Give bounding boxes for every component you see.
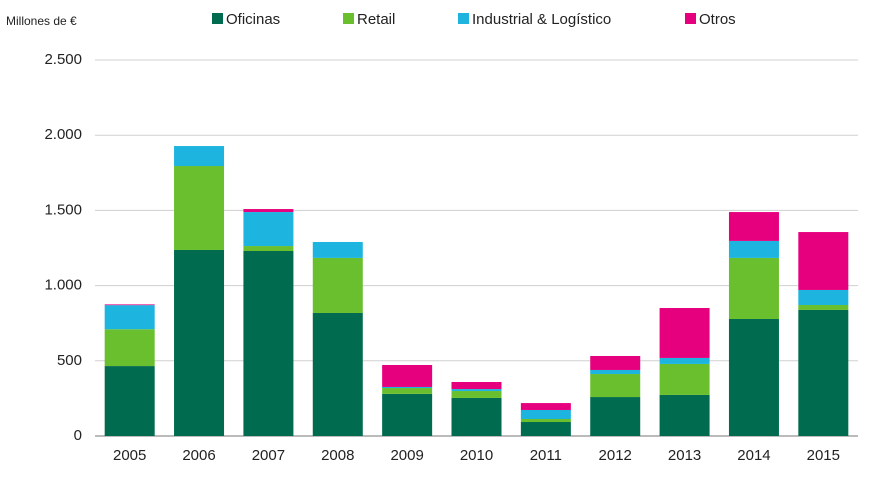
bar-segment bbox=[728, 240, 779, 258]
x-tick-label: 2009 bbox=[390, 447, 423, 464]
x-tick-label: 2012 bbox=[599, 447, 632, 464]
x-tick-label: 2007 bbox=[252, 447, 285, 464]
bar-segment bbox=[659, 394, 710, 436]
y-tick-label: 0 bbox=[74, 427, 82, 444]
legend-swatch bbox=[212, 13, 223, 24]
bar-segment bbox=[798, 232, 849, 290]
bar-segment bbox=[590, 374, 641, 398]
bar-segment bbox=[451, 391, 502, 398]
legend-swatch bbox=[685, 13, 696, 24]
bar-segment bbox=[520, 409, 571, 420]
bar-segment bbox=[798, 305, 849, 310]
bar-segment bbox=[243, 251, 294, 436]
bar-segment bbox=[382, 388, 433, 394]
bar-segment bbox=[174, 166, 225, 250]
y-axis-label: Millones de € bbox=[6, 14, 77, 28]
x-tick-label: 2005 bbox=[113, 447, 146, 464]
bar-segment bbox=[590, 355, 641, 370]
bar-segment bbox=[728, 257, 779, 319]
bar-segment bbox=[659, 308, 710, 358]
y-tick-label: 1.500 bbox=[44, 201, 82, 218]
bar-segment bbox=[104, 305, 155, 330]
bar-segment bbox=[798, 309, 849, 436]
bar-segment bbox=[104, 304, 155, 306]
bar-segment bbox=[312, 257, 363, 313]
bar-segment bbox=[520, 419, 571, 423]
y-tick-label: 2.000 bbox=[44, 126, 82, 143]
x-tick-label: 2008 bbox=[321, 447, 354, 464]
x-tick-label: 2014 bbox=[737, 447, 770, 464]
bar-segment bbox=[382, 365, 433, 387]
x-tick-label: 2013 bbox=[668, 447, 701, 464]
bar-segment bbox=[451, 389, 502, 392]
legend-swatch bbox=[343, 13, 354, 24]
bar-segment bbox=[659, 357, 710, 364]
bar-segment bbox=[104, 366, 155, 436]
bar-segment bbox=[243, 246, 294, 252]
legend-label: Oficinas bbox=[226, 11, 280, 28]
bar-segment bbox=[382, 386, 433, 389]
y-tick-label: 500 bbox=[57, 352, 82, 369]
bar-segment bbox=[728, 212, 779, 241]
bar-segment bbox=[312, 241, 363, 258]
legend-label: Retail bbox=[357, 11, 395, 28]
x-tick-label: 2006 bbox=[182, 447, 215, 464]
bar-segment bbox=[243, 209, 294, 213]
bar-segment bbox=[728, 318, 779, 436]
x-tick-label: 2015 bbox=[807, 447, 840, 464]
bar-segment bbox=[590, 369, 641, 375]
legend-label: Industrial & Logístico bbox=[472, 11, 611, 28]
bar-segment bbox=[590, 397, 641, 436]
x-tick-label: 2010 bbox=[460, 447, 493, 464]
bar-segment bbox=[520, 422, 571, 436]
bar-segment bbox=[798, 289, 849, 306]
bar-segment bbox=[451, 397, 502, 436]
bar-segment bbox=[312, 312, 363, 436]
bar-segment bbox=[382, 393, 433, 436]
bar-segment bbox=[451, 382, 502, 390]
bar-segment bbox=[174, 146, 225, 167]
legend-label: Otros bbox=[699, 11, 736, 28]
y-tick-label: 1.000 bbox=[44, 277, 82, 294]
bar-segment bbox=[104, 329, 155, 367]
y-tick-label: 2.500 bbox=[44, 51, 82, 68]
bar-segment bbox=[243, 212, 294, 247]
bar-segment bbox=[174, 249, 225, 436]
legend-swatch bbox=[458, 13, 469, 24]
x-tick-label: 2011 bbox=[530, 447, 562, 464]
bar-segment bbox=[520, 403, 571, 410]
bar-segment bbox=[659, 363, 710, 395]
